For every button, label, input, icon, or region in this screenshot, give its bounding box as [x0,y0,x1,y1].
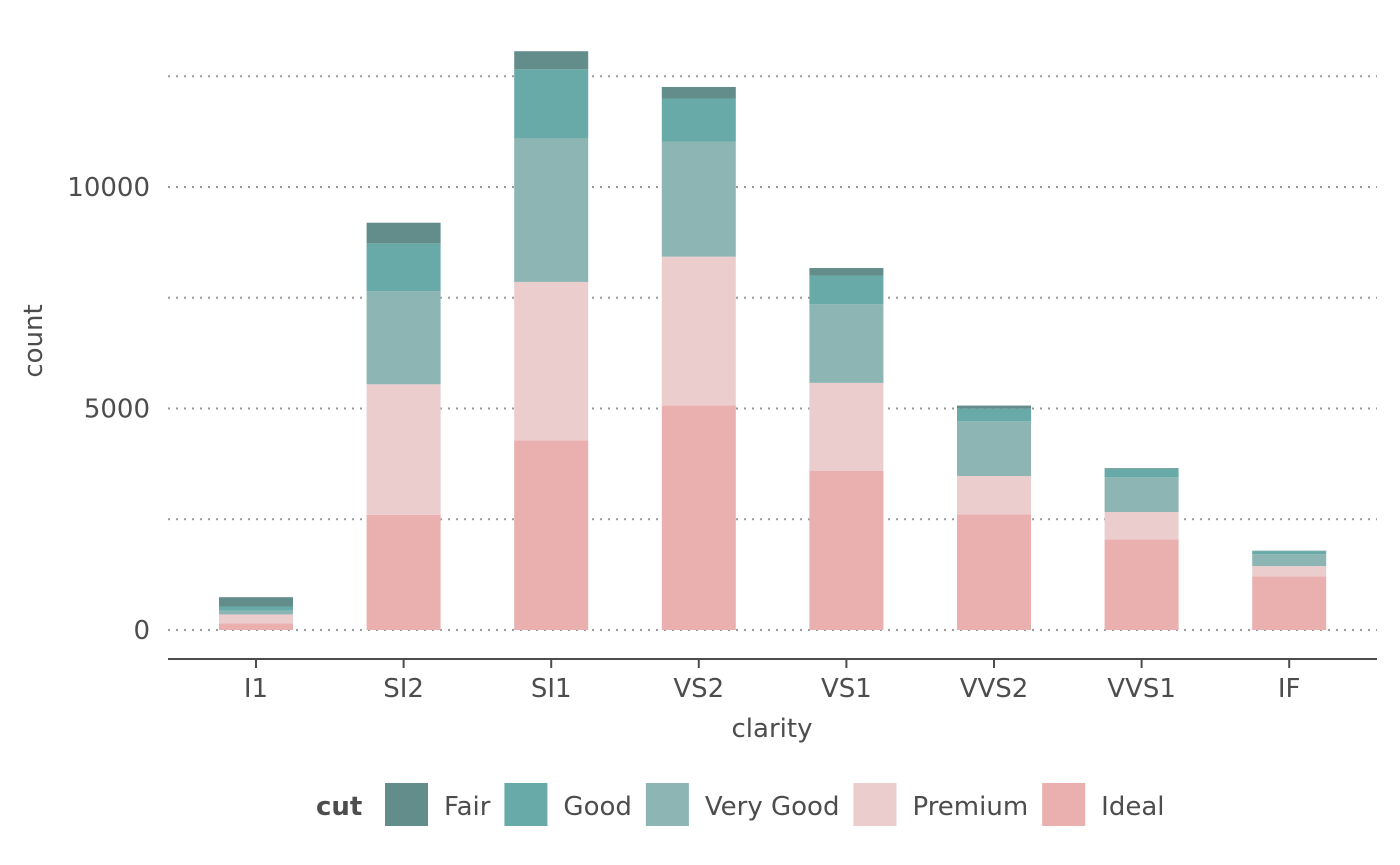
legend-label: Very Good [705,792,840,822]
bar-segment-very-good [661,141,736,257]
y-tick-label: 0 [133,616,150,646]
bar-segment-good [809,275,884,305]
legend-key-fair [385,783,428,826]
bar-segment-ideal [809,471,884,630]
bar-segment-ideal [1104,539,1179,630]
bar-segment-good [219,606,293,611]
bar-segment-ideal [219,623,293,630]
bar-segment-ideal [661,405,736,630]
bar-segment-premium [1104,512,1179,540]
bar-segment-ideal [957,514,1031,630]
bar-segment-very-good [809,304,884,383]
legend-title: cut [316,792,362,822]
bar-segment-good [514,69,589,139]
bar-segment-ideal [514,440,589,630]
bar-segment-very-good [366,291,441,385]
bar-segment-very-good [1252,554,1327,567]
y-tick-label: 10000 [67,173,150,203]
legend-key-good [504,783,548,826]
bar-segment-fair [1104,468,1179,469]
gridlines [168,75,1377,631]
bar-segment-good [366,243,441,292]
bar-segment-premium [661,256,736,406]
bar-segment-premium [366,384,441,515]
bar-segment-fair [661,86,736,99]
x-tick-label: VVS1 [1107,674,1176,704]
bar-segment-fair [957,405,1031,409]
bar-segment-premium [1252,566,1327,577]
bar-segment-ideal [1252,576,1327,630]
legend-label: Ideal [1101,792,1164,822]
bar-segment-very-good [219,610,293,615]
legend-key-ideal [1042,783,1086,826]
y-axis-title: count [19,304,49,377]
bar-segment-fair [366,222,441,244]
legend: cut Fair Good Very Good Premium Ideal [316,783,1165,826]
x-tick-label: VVS2 [960,674,1029,704]
x-tick-label: I1 [244,674,268,704]
legend-label: Fair [444,792,491,822]
x-tick-label: SI2 [383,674,424,704]
x-tick-label: VS2 [673,674,724,704]
bar-segment-premium [809,382,884,472]
x-tick-label: VS1 [821,674,872,704]
bar-segment-very-good [514,138,589,282]
x-axis-title: clarity [732,714,813,744]
bar-segment-fair [514,51,589,70]
bars [219,51,1327,630]
bar-segment-good [661,98,736,142]
bar-segment-fair [219,597,293,607]
legend-key-very-good [645,783,689,826]
bar-segment-good [1104,468,1179,478]
bar-segment-very-good [1104,477,1179,513]
bar-segment-good [1252,551,1327,555]
legend-key-premium [853,783,897,826]
bar-segment-premium [957,476,1031,515]
bar-segment-ideal [366,514,441,630]
bar-segment-premium [514,281,589,441]
bar-segment-fair [809,268,884,276]
x-tick-label: IF [1278,674,1301,704]
y-ticks: 0 5000 10000 [67,173,150,646]
bar-segment-premium [219,614,293,624]
legend-label: Premium [912,792,1028,822]
bar-segment-very-good [957,421,1031,477]
legend-label: Good [563,792,631,822]
y-tick-label: 5000 [84,395,150,425]
bar-segment-good [957,408,1031,422]
x-tick-label: SI1 [531,674,572,704]
x-ticks: I1 SI2 SI1 VS2 VS1 VVS2 VVS1 IF [244,659,1301,704]
